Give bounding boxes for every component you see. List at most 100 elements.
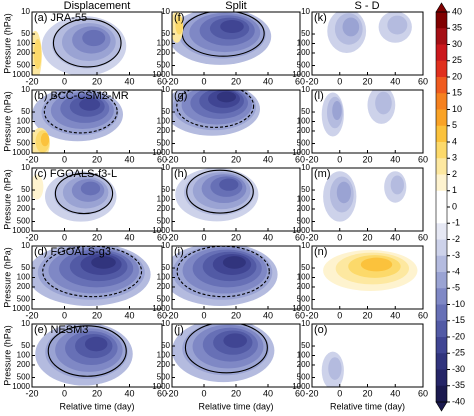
column-title: Split <box>225 0 246 12</box>
y-tick-label: 200 <box>297 48 311 57</box>
x-tick-label: -20 <box>165 388 178 398</box>
y-tick-label: 200 <box>297 204 311 213</box>
y-tick-label: 10 <box>161 241 170 250</box>
x-tick-label: 60 <box>295 388 305 398</box>
colorbar-tick-label: -5 <box>452 283 460 293</box>
y-tick-label: 500 <box>17 139 31 148</box>
colorbar-cell <box>436 93 447 110</box>
x-tick-label: -20 <box>165 232 178 242</box>
colorbar-tick-label: 1 <box>452 185 457 195</box>
x-tick-label: 20 <box>362 154 372 164</box>
y-tick-label: 100 <box>157 195 171 204</box>
panel-label: (e) NESM3 <box>34 324 88 336</box>
y-tick-label: 100 <box>17 195 31 204</box>
x-tick-label: 20 <box>92 154 102 164</box>
x-tick-label: 40 <box>124 76 134 86</box>
field-shape <box>91 256 116 269</box>
panel-field <box>175 168 259 222</box>
y-tick-label: 500 <box>17 217 31 226</box>
field-shape <box>80 181 101 196</box>
y-tick-label: 1000 <box>152 226 170 235</box>
colorbar-tick-label: -20 <box>452 331 465 341</box>
contour-line <box>52 18 122 68</box>
colorbar-cell <box>436 125 447 143</box>
y-tick-label: 100 <box>297 273 311 282</box>
y-tick-label: 500 <box>17 61 31 70</box>
panel-letter: (h) <box>174 168 187 180</box>
y-tick-label: 10 <box>301 163 310 172</box>
colorbar-cell <box>436 385 447 403</box>
panel-letter: (e) <box>34 324 47 336</box>
panel-label: (l) <box>314 90 324 102</box>
panel-letter: (j) <box>174 324 184 336</box>
colorbar-tick-label: -25 <box>452 348 465 358</box>
y-tick-label: 10 <box>21 319 30 328</box>
panel-field <box>172 90 260 136</box>
x-tick-label: 0 <box>62 154 67 164</box>
field-shape <box>336 181 352 204</box>
colorbar-cell <box>436 255 447 273</box>
x-tick-label: 0 <box>62 76 67 86</box>
x-tick-label: -20 <box>305 310 318 320</box>
field-shape <box>219 178 239 191</box>
x-tick-label: -20 <box>25 310 38 320</box>
panel-letter: (k) <box>314 12 327 24</box>
panel-letter: (a) <box>34 12 47 24</box>
x-tick-label: -20 <box>305 232 318 242</box>
colorbar-cell <box>436 28 447 45</box>
panel-field <box>35 324 133 386</box>
y-tick-label: 100 <box>17 351 31 360</box>
panel-label: (f) <box>174 12 184 24</box>
contour-line <box>184 324 268 374</box>
colorbar-tick-label: 2 <box>452 169 457 179</box>
field-shape <box>332 101 342 120</box>
colorbar-tick-label: 5 <box>452 120 457 130</box>
contour-line <box>176 90 255 128</box>
y-tick-label: 1000 <box>12 304 30 313</box>
contour-line <box>186 169 254 214</box>
y-tick-label: 50 <box>21 107 30 116</box>
x-tick-label: 20 <box>362 232 372 242</box>
y-tick-label: 10 <box>161 7 170 16</box>
x-tick-label: -20 <box>305 388 318 398</box>
colorbar-tick-label: 4 <box>452 136 457 146</box>
panel-field <box>172 324 275 383</box>
panel-label: (a) JRA-55 <box>34 12 87 24</box>
y-axis-label: Pressure (hPa) <box>2 13 12 74</box>
x-tick-label: 20 <box>362 388 372 398</box>
y-tick-label: 10 <box>301 241 310 250</box>
y-tick-label: 100 <box>297 195 311 204</box>
x-tick-label: 40 <box>390 388 400 398</box>
x-tick-label: -20 <box>165 310 178 320</box>
panel-letter: (n) <box>314 246 327 258</box>
x-tick-label: 40 <box>390 76 400 86</box>
y-tick-label: 50 <box>301 29 310 38</box>
y-tick-label: 1000 <box>12 148 30 157</box>
colorbar-cell <box>436 158 447 175</box>
colorbar-tick-label: 25 <box>452 55 462 65</box>
panel-label: (d) FGOALS-g3 <box>34 246 111 258</box>
model-name: FGOALS-g3 <box>50 246 111 258</box>
panel-label: (o) <box>314 324 327 336</box>
y-tick-label: 500 <box>297 295 311 304</box>
y-tick-label: 200 <box>297 126 311 135</box>
column-title: S - D <box>354 0 379 12</box>
field-shape <box>33 38 42 70</box>
y-tick-label: 10 <box>161 163 170 172</box>
x-tick-label: 40 <box>263 232 273 242</box>
y-tick-label: 100 <box>297 351 311 360</box>
x-tick-label: 20 <box>231 232 241 242</box>
x-tick-label: 60 <box>295 310 305 320</box>
panel-letter: (b) <box>34 90 47 102</box>
x-tick-label: 0 <box>201 232 206 242</box>
y-tick-label: 100 <box>17 273 31 282</box>
colorbar-cell <box>436 337 447 354</box>
colorbar-cell <box>436 12 447 29</box>
panel-field <box>32 246 151 306</box>
x-tick-label: 60 <box>418 388 428 398</box>
colorbar-tick-label: 3 <box>452 153 457 163</box>
x-tick-label: 60 <box>157 154 167 164</box>
y-tick-label: 1000 <box>152 382 170 391</box>
y-tick-label: 100 <box>157 273 171 282</box>
panel-letter: (g) <box>174 90 187 102</box>
